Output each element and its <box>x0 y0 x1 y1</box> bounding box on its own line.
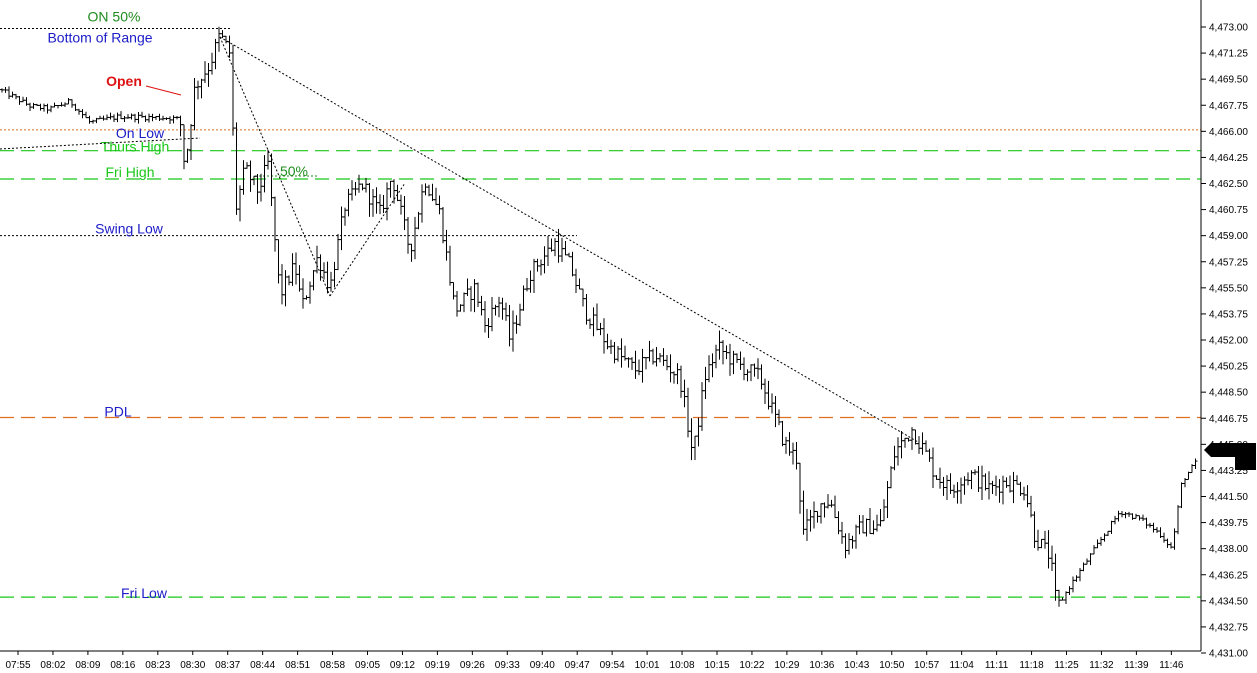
price-tick-label: 4,450.25 <box>1209 362 1248 373</box>
price-bars <box>0 26 1198 607</box>
time-tick-label: 09:33 <box>495 660 520 671</box>
level-label: Fri High <box>105 164 154 180</box>
time-tick-label: 08:23 <box>145 660 170 671</box>
time-tick-label: 11:32 <box>1089 660 1114 671</box>
fifty-percent-label: 50% <box>280 163 308 179</box>
price-tick-label: 4,438.00 <box>1209 544 1248 555</box>
level-label: PDL <box>104 404 131 420</box>
price-tick-label: 4,434.50 <box>1209 596 1248 607</box>
price-tick-label: 4,439.75 <box>1209 518 1248 529</box>
time-tick-label: 10:36 <box>809 660 834 671</box>
open-pointer <box>145 85 182 96</box>
timeframe-box <box>1235 457 1256 470</box>
price-tick-label: 4,467.75 <box>1209 101 1248 112</box>
time-tick-label: 09:54 <box>600 660 625 671</box>
price-tick-label: 4,466.00 <box>1209 127 1248 138</box>
time-tick-label: 10:43 <box>844 660 869 671</box>
time-tick-label: 11:11 <box>985 660 1009 671</box>
fib-leg-up <box>329 182 406 297</box>
level-label: On Low <box>116 125 165 141</box>
trend-lines <box>219 36 919 443</box>
price-tick-label: 4,443.25 <box>1209 466 1248 477</box>
price-tick-label: 4,462.50 <box>1209 179 1248 190</box>
time-tick-label: 11:18 <box>1019 660 1044 671</box>
time-tick-label: 09:40 <box>530 660 555 671</box>
time-tick-label: 08:51 <box>285 660 310 671</box>
price-tick-label: 4,464.25 <box>1209 153 1248 164</box>
price-tick-label: 4,455.50 <box>1209 283 1248 294</box>
time-tick-label: 10:57 <box>914 660 939 671</box>
price-axis: 4,473.00 4,471.25 4,469.50 4,467.75 4,466.00… <box>1200 0 1248 660</box>
price-tick-label: 4,453.75 <box>1209 309 1248 320</box>
time-tick-label: 08:16 <box>110 660 135 671</box>
time-tick-label: 10:22 <box>739 660 764 671</box>
price-tick-label: 4,448.50 <box>1209 388 1248 399</box>
price-tick-label: 4,446.75 <box>1209 414 1248 425</box>
price-tick-label: 4,431.00 <box>1209 649 1248 660</box>
time-tick-label: 10:50 <box>879 660 904 671</box>
price-tick-label: 4,457.25 <box>1209 257 1248 268</box>
price-tick-label: 4,469.50 <box>1209 75 1248 86</box>
level-label: Swing Low <box>95 221 164 237</box>
price-tick-label: 4,471.25 <box>1209 49 1248 60</box>
price-tick-label: 4,473.00 <box>1209 23 1248 34</box>
timeframe-label: 12s <box>1237 459 1253 470</box>
price-tick-label: 4,459.00 <box>1209 231 1248 242</box>
last-price-label: 4,444.75 <box>1213 446 1252 457</box>
time-tick-label: 10:08 <box>670 660 695 671</box>
price-tick-label: 4,436.25 <box>1209 570 1248 581</box>
downtrend-line <box>219 36 919 443</box>
level-label: Fri Low <box>121 585 168 601</box>
time-tick-label: 10:15 <box>704 660 729 671</box>
level-label: Bottom of Range <box>47 29 152 45</box>
fib-leg-down <box>219 36 331 297</box>
time-tick-label: 11:25 <box>1054 660 1079 671</box>
time-tick-label: 08:02 <box>40 660 65 671</box>
price-tick-label: 4,460.75 <box>1209 205 1248 216</box>
level-label: Thurs High <box>101 139 169 155</box>
time-tick-label: 10:29 <box>774 660 799 671</box>
time-tick-label: 09:47 <box>565 660 590 671</box>
time-tick-label: 11:39 <box>1124 660 1149 671</box>
last-price-flag <box>1204 443 1256 457</box>
level-label: ON 50% <box>88 8 141 24</box>
time-tick-label: 09:19 <box>425 660 450 671</box>
time-tick-label: 11:04 <box>950 660 975 671</box>
time-tick-label: 09:26 <box>460 660 485 671</box>
last-price-marker: 4,444.75 12s <box>1204 443 1256 470</box>
time-tick-label: 08:44 <box>250 660 275 671</box>
price-tick-label: 4,452.00 <box>1209 336 1248 347</box>
time-tick-label: 07:55 <box>5 660 30 671</box>
time-tick-label: 10:01 <box>635 660 660 671</box>
on-low-connector <box>0 137 201 150</box>
time-tick-label: 08:37 <box>215 660 240 671</box>
time-axis: 07:55 08:02 08:09 08:16 08:23 08:30 08:37 08:44… <box>0 650 1201 671</box>
open-label: Open <box>106 73 142 89</box>
time-tick-label: 08:30 <box>180 660 205 671</box>
price-tick-label: 4,441.50 <box>1209 492 1248 503</box>
time-tick-label: 08:09 <box>75 660 100 671</box>
time-tick-label: 09:05 <box>355 660 380 671</box>
price-tick-label: 4,432.75 <box>1209 622 1248 633</box>
time-tick-label: 08:58 <box>320 660 345 671</box>
annotations: Open 50% <box>106 73 308 179</box>
time-tick-label: 09:12 <box>390 660 415 671</box>
time-tick-label: 11:46 <box>1159 660 1184 671</box>
